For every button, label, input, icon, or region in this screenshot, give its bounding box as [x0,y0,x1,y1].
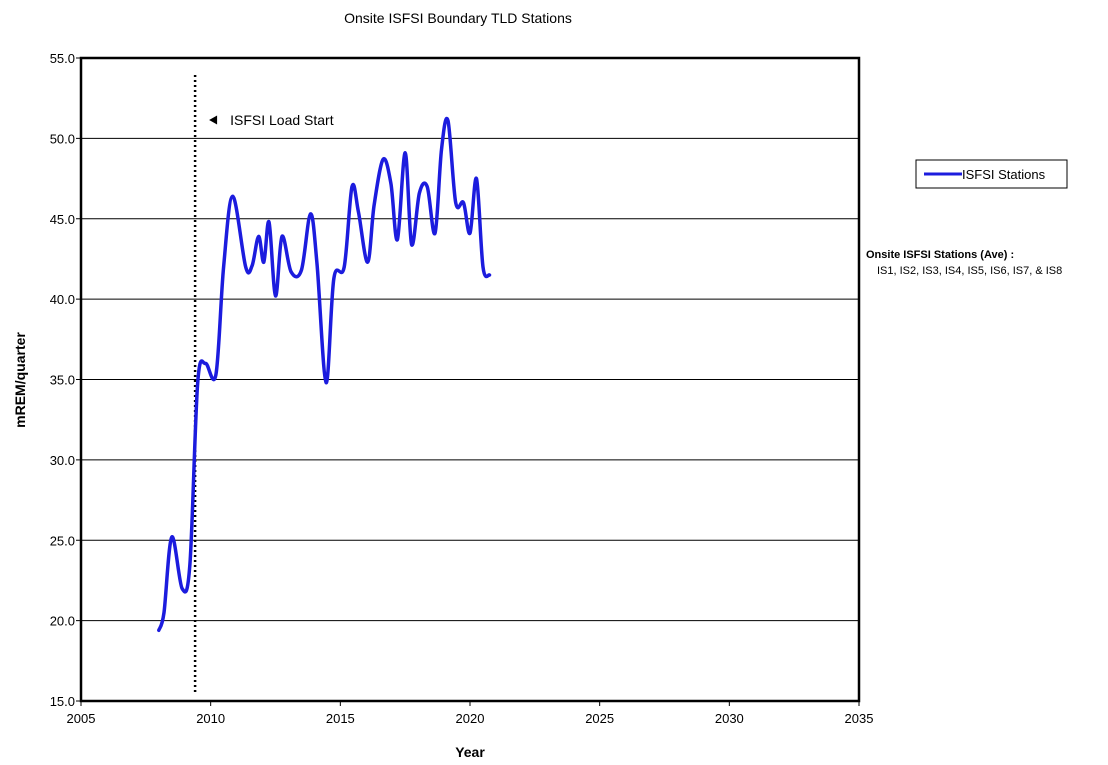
data-point [315,262,319,265]
x-tick-label: 2035 [845,711,874,726]
data-point [410,243,413,246]
data-point [257,235,260,238]
data-point [214,373,218,376]
data-point [396,238,399,241]
data-point [324,381,328,384]
x-tick-label: 2020 [456,711,485,726]
data-point [357,211,360,214]
plot-area-frame [79,56,861,703]
x-tick-label: 2025 [585,711,614,726]
data-point [157,629,160,632]
data-point [280,235,284,238]
chart-title: Onsite ISFSI Boundary TLD Stations [344,10,572,26]
legend-label-isfsi-stations: ISFSI Stations [962,167,1046,182]
y-tick-label: 25.0 [50,533,75,548]
stations-note-title: Onsite ISFSI Stations (Ave) : [866,249,1014,261]
y-tick-label: 30.0 [50,453,75,468]
data-point [204,362,207,365]
data-point [433,232,437,235]
data-point [446,119,450,122]
grid-lines [76,57,860,706]
y-tick-label: 40.0 [50,292,75,307]
data-point [262,261,265,264]
y-tick-label: 45.0 [50,212,75,227]
data-point [488,273,491,277]
data-point [188,563,192,566]
legend: ISFSI Stations [915,159,1068,189]
data-point [475,177,478,180]
y-tick-label: 20.0 [50,614,75,629]
data-point [372,204,376,208]
data-point [231,195,234,198]
series-layer [157,116,492,633]
y-axis-tick-labels: 15.0 20.0 25.0 30.0 35.0 40.0 45.0 50.0 55.0 [50,51,75,709]
annotation-layer: ISFSI Load Start [193,75,334,695]
data-point [289,270,293,273]
data-point [267,220,271,224]
data-point [426,185,429,188]
data-point [418,191,421,195]
data-point [170,535,173,539]
y-axis-title: mREM/quarter [12,332,28,428]
data-point [404,151,407,154]
x-tick-label: 2005 [67,711,96,726]
x-axis-tick-labels: 2005 2010 2015 2020 2025 2030 2035 [67,711,874,726]
data-point [274,294,277,298]
x-tick-label: 2015 [326,711,355,726]
data-point [251,264,254,267]
x-axis-title: Year [455,744,485,760]
y-tick-label: 35.0 [50,373,75,388]
data-point [309,212,312,216]
data-point [462,201,465,204]
data-point [300,269,303,272]
data-point [381,158,385,161]
data-point [196,381,199,384]
stations-note-list: IS1, IS2, IS3, IS4, IS5, IS6, IS7, & IS8 [877,265,1062,277]
series-line-isfsi-stations [157,116,492,633]
load-start-label: ISFSI Load Start [230,112,334,128]
data-point [332,277,336,280]
data-point [222,265,225,269]
data-point [244,265,247,269]
data-point [468,232,472,235]
y-tick-label: 15.0 [50,694,75,709]
load-start-arrow-icon [209,115,218,125]
data-point [440,148,443,151]
x-tick-label: 2030 [715,711,744,726]
data-point [343,265,346,269]
x-tick-label: 2010 [196,711,225,726]
data-point [481,265,485,269]
data-point [366,261,369,264]
data-point [350,185,354,188]
data-point [454,201,457,204]
data-point [389,182,393,185]
y-tick-label: 55.0 [50,51,75,66]
data-point [162,611,166,614]
data-point [180,587,184,590]
y-tick-label: 50.0 [50,131,75,146]
